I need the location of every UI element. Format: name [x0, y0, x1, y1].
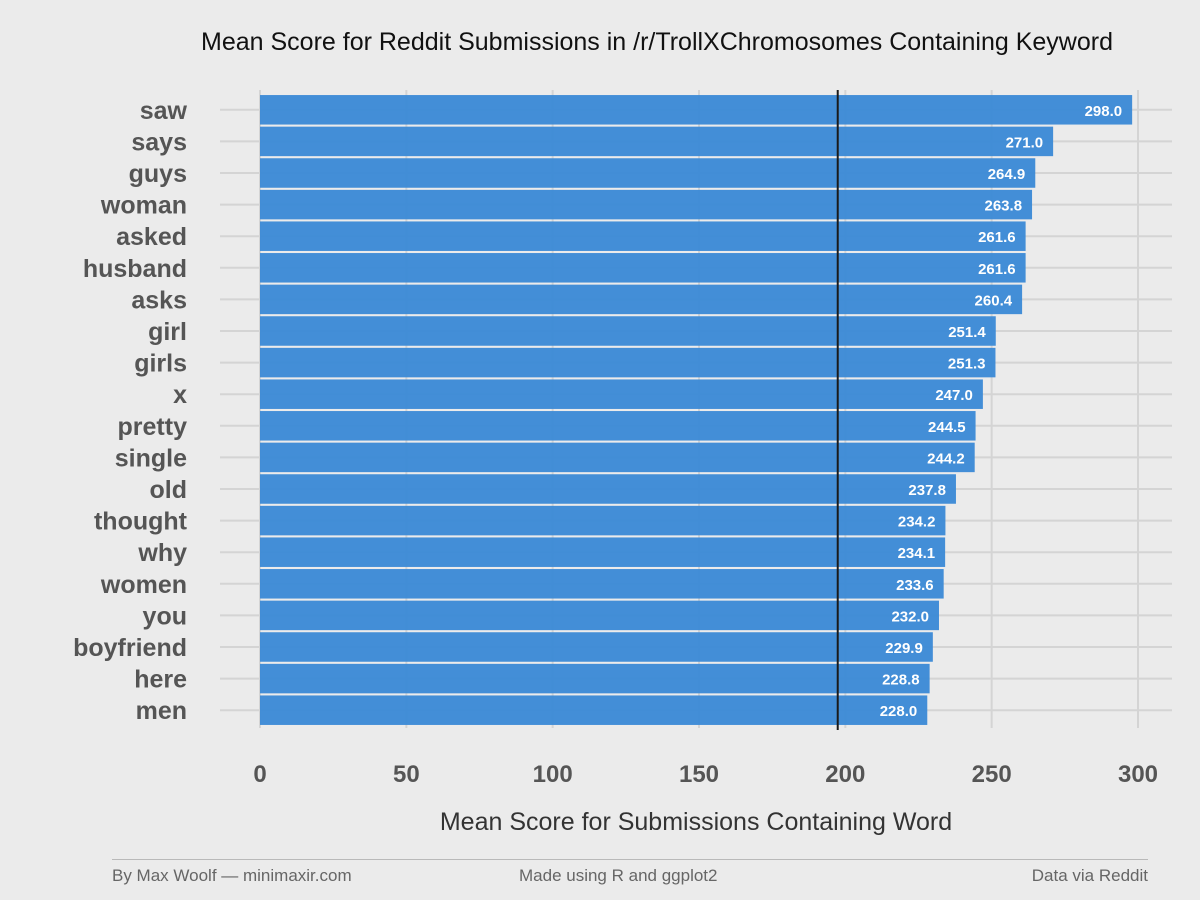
- category-label: why: [137, 539, 187, 567]
- bar-old: [260, 474, 956, 504]
- value-label: 264.9: [988, 166, 1026, 183]
- footer-tools: Made using R and ggplot2: [519, 866, 718, 885]
- value-label: 244.5: [928, 419, 966, 436]
- x-tick-label: 200: [825, 761, 865, 788]
- x-tick-label: 0: [253, 761, 266, 788]
- bar-thought: [260, 505, 946, 536]
- bar-guys: [260, 158, 1036, 188]
- bar-says: [260, 126, 1054, 157]
- y-axis-labels: saw says guys woman asked husband asks girl girl…: [73, 97, 188, 725]
- bar-girl: [260, 316, 996, 346]
- category-label: asks: [131, 286, 187, 314]
- category-label: old: [150, 476, 188, 504]
- bar-women: [260, 569, 944, 599]
- bar-men: [260, 695, 928, 725]
- value-label: 261.6: [978, 261, 1016, 278]
- bar-asks: [260, 284, 1023, 315]
- bar-x: [260, 379, 983, 409]
- bar-you: [260, 600, 939, 631]
- category-label: boyfriend: [73, 634, 187, 662]
- value-label: 263.8: [985, 198, 1023, 215]
- x-tick-label: 300: [1118, 761, 1158, 788]
- x-tick-label: 250: [972, 761, 1012, 788]
- value-label: 251.3: [948, 356, 986, 373]
- category-label: asked: [116, 223, 187, 251]
- category-label: you: [143, 602, 187, 630]
- footer-source: Data via Reddit: [1031, 866, 1148, 885]
- category-label: girl: [148, 318, 187, 346]
- value-label: 228.8: [882, 672, 920, 689]
- bars: [260, 95, 1133, 725]
- category-label: single: [115, 444, 187, 472]
- bar-boyfriend: [260, 632, 933, 662]
- category-label: pretty: [118, 413, 188, 441]
- bar-asked: [260, 221, 1026, 251]
- bar-why: [260, 537, 946, 567]
- bar-here: [260, 663, 930, 694]
- value-label: 251.4: [948, 324, 986, 341]
- footer-divider: [112, 859, 1148, 860]
- value-label: 234.1: [898, 545, 936, 562]
- value-label: 271.0: [1006, 134, 1044, 151]
- value-label: 261.6: [978, 229, 1016, 246]
- category-label: x: [173, 381, 187, 409]
- bar-pretty: [260, 411, 976, 441]
- bar-saw: [260, 95, 1133, 125]
- bar-husband: [260, 253, 1026, 283]
- value-label: 234.2: [898, 514, 936, 531]
- value-label: 247.0: [935, 387, 973, 404]
- category-label: saw: [140, 97, 188, 125]
- x-axis-title: Mean Score for Submissions Containing Wo…: [440, 808, 952, 836]
- bar-woman: [260, 189, 1033, 220]
- value-label: 244.2: [927, 450, 965, 467]
- value-label: 237.8: [908, 482, 946, 499]
- bar-single: [260, 442, 975, 473]
- value-label: 298.0: [1085, 103, 1123, 120]
- x-tick-label: 50: [393, 761, 420, 788]
- chart-title: Mean Score for Reddit Submissions in /r/…: [201, 28, 1113, 56]
- value-labels: 298.0 271.0 264.9 263.8 261.6 261.6 260.4 251.4…: [880, 103, 1122, 720]
- footer-credit: By Max Woolf — minimaxir.com: [112, 866, 352, 885]
- x-tick-label: 150: [679, 761, 719, 788]
- category-label: thought: [94, 508, 188, 536]
- category-label: husband: [83, 255, 187, 283]
- value-label: 232.0: [891, 608, 929, 625]
- value-label: 233.6: [896, 577, 934, 594]
- value-label: 229.9: [885, 640, 923, 657]
- x-axis-tick-labels: 0 50 100 150 200 250 300: [253, 761, 1158, 788]
- category-label: woman: [100, 192, 187, 220]
- value-label: 228.0: [880, 703, 918, 720]
- category-label: girls: [134, 350, 187, 378]
- value-label: 260.4: [975, 292, 1013, 309]
- category-label: women: [100, 571, 187, 599]
- category-label: here: [134, 666, 187, 694]
- category-label: men: [136, 697, 187, 725]
- category-label: says: [131, 128, 187, 156]
- x-tick-label: 100: [533, 761, 573, 788]
- bar-girls: [260, 347, 996, 378]
- category-label: guys: [129, 160, 187, 188]
